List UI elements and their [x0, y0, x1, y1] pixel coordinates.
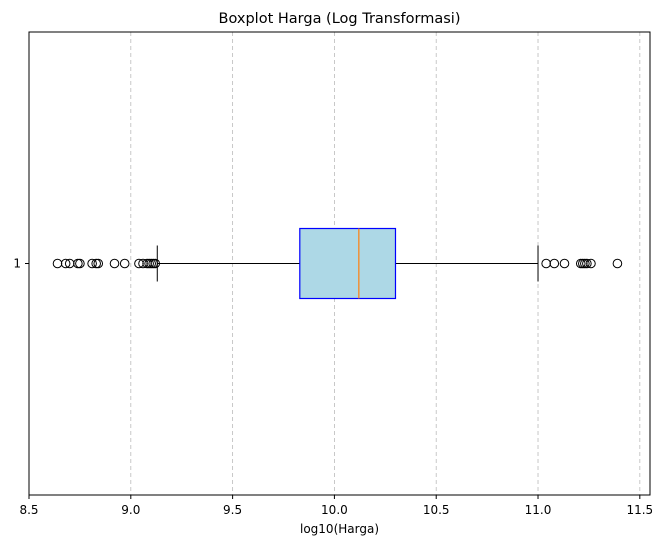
outlier-point	[87, 258, 97, 269]
outlier-point	[119, 258, 130, 269]
y-tick-label: 1	[13, 257, 21, 271]
axis-ticks: 8.5 9.0 9.5 10.0 10.5 11.0 11.5 1	[13, 257, 653, 518]
outlier-point	[559, 258, 570, 269]
x-tick-label: 11.0	[525, 503, 552, 517]
outlier-point	[93, 258, 104, 269]
chart-title: Boxplot Harga (Log Transformasi)	[219, 11, 461, 27]
x-tick-label: 9.0	[121, 503, 140, 517]
outlier-point	[582, 258, 592, 269]
outlier-point	[541, 258, 551, 269]
outlier-point	[60, 258, 71, 269]
iqr-box	[299, 227, 397, 300]
box-series	[52, 227, 623, 300]
x-tick-label: 11.5	[626, 503, 653, 517]
outlier-point	[150, 258, 161, 269]
outlier-point	[75, 258, 85, 269]
outlier-point	[73, 258, 83, 269]
x-tick-label: 10.0	[321, 503, 348, 517]
x-tick-label: 8.5	[19, 503, 38, 517]
outlier-point	[52, 258, 63, 269]
x-axis-label: log10(Harga)	[300, 522, 379, 536]
outlier-point	[612, 258, 623, 269]
x-tick-label: 9.5	[223, 503, 242, 517]
outlier-point	[586, 258, 596, 269]
outlier-point	[109, 258, 120, 269]
outlier-point	[549, 258, 560, 269]
x-tick-label: 10.5	[423, 503, 450, 517]
